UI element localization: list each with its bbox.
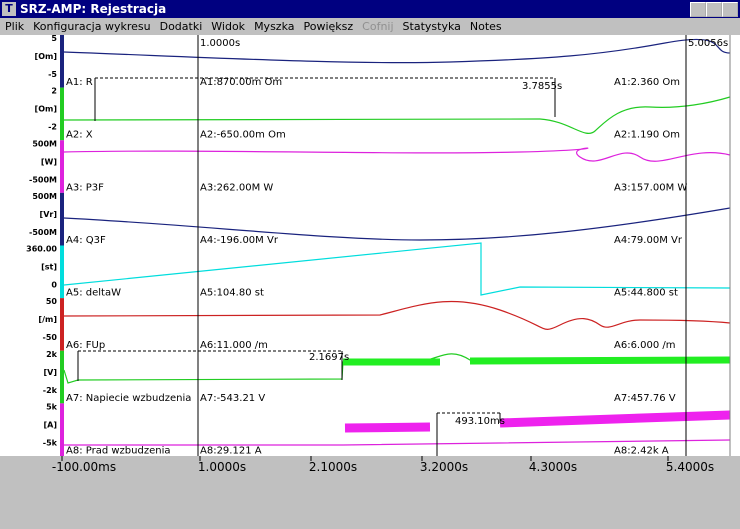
channel-color-bar bbox=[60, 192, 64, 246]
x-axis-label: 2.1000s bbox=[309, 460, 357, 474]
x-axis-label: 3.2000s bbox=[420, 460, 468, 474]
menu-item[interactable]: Cofnij bbox=[362, 20, 394, 33]
plot: 1.0000s 5.0056s 3.7855s 2.1697s 493.10ms… bbox=[0, 35, 740, 474]
cursor-value-right: A8:2.42k A bbox=[614, 445, 669, 456]
waveforms bbox=[63, 38, 731, 446]
scale-bottom: -500M bbox=[29, 228, 57, 237]
menu-bar: Plik Konfiguracja wykresu Dodatki Widok Mysz… bbox=[0, 18, 740, 35]
scale-unit: [Vr] bbox=[40, 210, 57, 219]
scale-bottom: -2k bbox=[43, 386, 58, 395]
plot-background bbox=[0, 35, 740, 456]
scale-unit: [Om] bbox=[35, 105, 57, 114]
scale-bottom: -50 bbox=[43, 333, 58, 342]
channel-name: A4: Q3F bbox=[66, 235, 106, 246]
menu-item[interactable]: Myszka bbox=[254, 20, 295, 33]
scale-top: 2k bbox=[46, 350, 58, 359]
x-axis-label: 4.3000s bbox=[529, 460, 577, 474]
cursor-value-right: A6:6.000 /m bbox=[614, 340, 676, 351]
cursor-value-right: A7:457.76 V bbox=[614, 393, 676, 404]
channel-name: A1: R bbox=[66, 77, 93, 88]
cursor-value-left: A1:870.00m Om bbox=[200, 77, 282, 88]
menu-item[interactable]: Widok bbox=[211, 20, 246, 33]
channel-color-bar bbox=[60, 35, 64, 88]
channel-color-bar bbox=[60, 350, 64, 404]
channel-color-bar bbox=[60, 403, 64, 456]
scale-unit: [A] bbox=[43, 420, 57, 429]
channel-name: A5: deltaW bbox=[66, 288, 121, 299]
cursor-value-left: A8:29.121 A bbox=[200, 445, 262, 456]
scale-top: 5 bbox=[51, 35, 57, 43]
cursor-value-left: A3:262.00M W bbox=[200, 182, 273, 193]
title-bar: T SRZ-AMP: Rejestracja bbox=[0, 0, 740, 18]
channel-name: A3: P3F bbox=[66, 182, 104, 193]
cursor-value-right: A3:157.00M W bbox=[614, 182, 687, 193]
maximize-button[interactable] bbox=[706, 2, 722, 17]
channel-color-bar bbox=[60, 87, 64, 141]
measurement-markers bbox=[78, 77, 555, 414]
cursor-left-label: 1.0000s bbox=[200, 38, 240, 49]
menu-item[interactable]: Konfiguracja wykresu bbox=[33, 20, 151, 33]
scale-top: 360.00 bbox=[26, 245, 57, 254]
channel-name: A6: FUp bbox=[66, 340, 105, 351]
measurement-label: 2.1697s bbox=[309, 352, 349, 363]
cursor-value-left: A7:-543.21 V bbox=[200, 393, 265, 404]
minimize-button[interactable] bbox=[690, 2, 706, 17]
scale-bottom: -5k bbox=[43, 438, 58, 447]
measurement-edges bbox=[77, 78, 556, 456]
scale-bottom: 0 bbox=[51, 281, 57, 290]
measurement-label: 493.10ms bbox=[455, 416, 505, 427]
scale-bottom: -500M bbox=[29, 175, 57, 184]
menu-item[interactable]: Notes bbox=[469, 20, 502, 33]
x-axis-label: 1.0000s bbox=[198, 460, 246, 474]
scale-bottom: -5 bbox=[48, 70, 57, 79]
cursor-value-right: A1:2.360 Om bbox=[614, 77, 680, 88]
cursor-value-right: A2:1.190 Om bbox=[614, 130, 680, 141]
cursor-value-left: A4:-196.00M Vr bbox=[200, 235, 279, 246]
channel-name: A2: X bbox=[66, 130, 93, 141]
menu-item[interactable]: Plik bbox=[5, 20, 25, 33]
scale-top: 5k bbox=[46, 402, 58, 411]
scale-unit: [Om] bbox=[35, 52, 57, 61]
window-title: SRZ-AMP: Rejestracja bbox=[20, 2, 167, 16]
scale-top: 2 bbox=[51, 87, 57, 96]
channel-name: A8: Prad wzbudzenia bbox=[66, 445, 170, 456]
cursor-value-left: A5:104.80 st bbox=[200, 288, 264, 299]
channel-color-bar bbox=[60, 140, 64, 193]
cursor-value-right: A4:79.00M Vr bbox=[614, 235, 683, 246]
channel-color-bar bbox=[60, 298, 64, 351]
cursor-value-left: A6:11.000 /m bbox=[200, 340, 268, 351]
scale-bottom: -2 bbox=[48, 123, 57, 132]
menu-item[interactable]: Dodatki bbox=[159, 20, 203, 33]
cursor-value-right: A5:44.800 st bbox=[614, 288, 678, 299]
scale-unit: [st] bbox=[41, 263, 57, 272]
scale-top: 500M bbox=[32, 139, 57, 148]
cursor-value-left: A2:-650.00m Om bbox=[200, 130, 286, 141]
x-axis-label: 5.4000s bbox=[666, 460, 714, 474]
menu-item[interactable]: Powiększ bbox=[303, 20, 354, 33]
scale-top: 50 bbox=[46, 297, 58, 306]
scale-unit: [W] bbox=[41, 157, 57, 166]
x-axis-label: -100.00ms bbox=[52, 460, 116, 474]
channel-name: A7: Napiecie wzbudzenia bbox=[66, 393, 191, 404]
app-icon: T bbox=[2, 2, 16, 16]
scale-top: 500M bbox=[32, 192, 57, 201]
channel-color-bar bbox=[60, 245, 64, 299]
scale-unit: [/m] bbox=[38, 315, 57, 324]
scale-unit: [V] bbox=[43, 368, 57, 377]
measurement-label: 3.7855s bbox=[522, 81, 562, 92]
menu-item[interactable]: Statystyka bbox=[402, 20, 461, 33]
close-button[interactable] bbox=[722, 2, 738, 17]
cursor-right-label: 5.0056s bbox=[688, 38, 728, 49]
